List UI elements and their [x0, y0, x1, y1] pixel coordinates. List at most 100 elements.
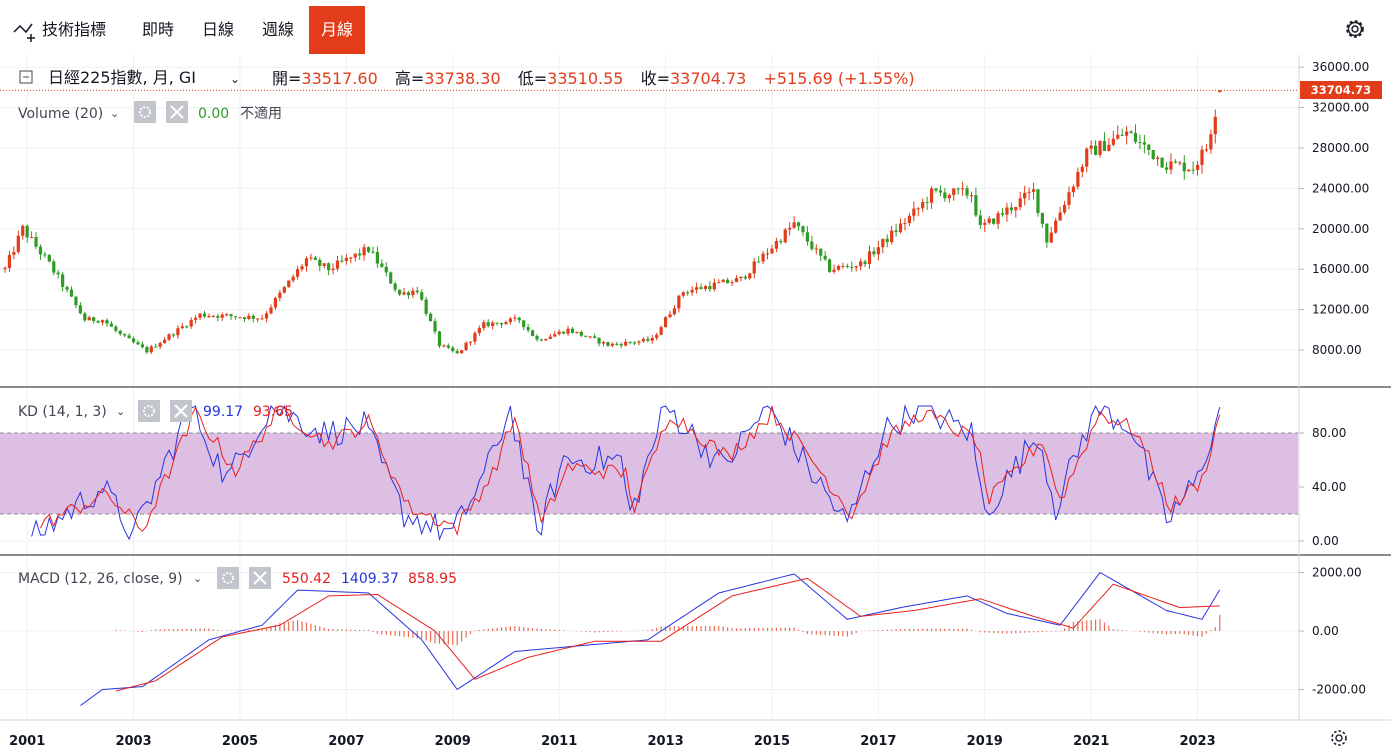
- kd-line-k: [31, 404, 1221, 541]
- volume-chevron-icon[interactable]: ⌄: [110, 107, 119, 120]
- candle-body: [850, 266, 854, 268]
- interval-weekly-button[interactable]: 週線: [262, 20, 295, 39]
- candle-body: [296, 269, 300, 277]
- macd-label[interactable]: MACD (12, 26, close, 9): [18, 571, 183, 587]
- candle-body: [16, 235, 20, 252]
- settings-gear-icon[interactable]: [1342, 16, 1368, 42]
- candle-body: [167, 334, 171, 340]
- candle-body: [761, 253, 765, 262]
- candle-body: [1027, 191, 1031, 193]
- candle-body: [7, 254, 12, 268]
- candle-body: [1023, 192, 1027, 199]
- candle-body: [34, 237, 38, 247]
- macd-line-macd: [80, 571, 1221, 707]
- interval-monthly-button[interactable]: 月線: [309, 6, 366, 54]
- candle-body: [841, 265, 845, 267]
- symbol-label[interactable]: 日經225指數, 月, GI: [48, 68, 196, 87]
- interval-daily-button[interactable]: 日線: [202, 20, 235, 39]
- candle-body: [424, 299, 428, 314]
- time-tick-label: 2001: [9, 734, 45, 749]
- price-tick-label: 28000.00: [1312, 141, 1369, 155]
- candle-body: [1191, 169, 1195, 171]
- candle-body: [269, 307, 273, 314]
- candle-body: [1209, 134, 1213, 150]
- candle-body: [876, 247, 880, 255]
- candle-body: [194, 317, 198, 320]
- candle-body: [943, 192, 947, 199]
- candle-body: [114, 326, 118, 331]
- candle-body: [628, 341, 632, 343]
- candle-body: [956, 188, 960, 190]
- candle-body: [486, 322, 490, 327]
- kd-chevron-icon[interactable]: ⌄: [116, 405, 125, 418]
- chart-area[interactable]: 36000.00 32000.00 28000.00 24000.00 20000.00…: [0, 55, 1391, 756]
- candle-body: [1014, 207, 1018, 211]
- time-axis[interactable]: 2001 2003 2005 2007 2009 2011 2013 2015 2017 2019…: [9, 734, 1216, 749]
- candle-body: [695, 287, 699, 290]
- candle-body: [300, 266, 304, 270]
- indicators-button[interactable]: 技術指標: [12, 6, 106, 54]
- candle-body: [216, 316, 220, 318]
- axis-settings-gear-icon[interactable]: [1331, 730, 1347, 746]
- candle-body: [845, 265, 849, 267]
- candle-body: [805, 232, 810, 242]
- price-tick-label: 12000.00: [1312, 303, 1369, 317]
- candle-body: [615, 343, 619, 345]
- candle-body: [353, 253, 357, 258]
- candle-body: [366, 247, 371, 252]
- macd-chevron-icon[interactable]: ⌄: [193, 572, 202, 585]
- time-tick-label: 2013: [647, 734, 683, 749]
- time-tick-label: 2009: [435, 734, 471, 749]
- candle-body: [983, 222, 987, 225]
- candle-body: [176, 328, 180, 336]
- candle-body: [974, 195, 978, 216]
- candle-body: [734, 278, 739, 283]
- candle-body: [836, 266, 841, 270]
- candle-body: [74, 296, 78, 306]
- candle-body: [362, 247, 366, 256]
- candle-body: [606, 342, 610, 346]
- volume-label[interactable]: Volume (20): [18, 106, 103, 122]
- candle-body: [468, 341, 473, 343]
- candle-body: [898, 223, 903, 233]
- candle-body: [1098, 141, 1102, 155]
- candle-body: [907, 215, 911, 224]
- time-tick-label: 2015: [754, 734, 790, 749]
- candle-body: [903, 223, 907, 225]
- candle-body: [131, 338, 136, 343]
- macd-lines: [80, 571, 1221, 707]
- price-tick-label: 36000.00: [1312, 60, 1369, 74]
- interval-realtime-button[interactable]: 即時: [142, 20, 175, 39]
- candle-body: [304, 258, 309, 267]
- symbol-chevron-icon[interactable]: ⌄: [230, 72, 240, 86]
- candle-body: [996, 213, 1000, 224]
- kd-settings-icon[interactable]: [138, 400, 160, 422]
- candle-body: [566, 328, 570, 334]
- candle-body: [530, 330, 535, 336]
- candle-body: [127, 335, 131, 339]
- candle-body: [384, 266, 388, 273]
- price-axis[interactable]: 36000.00 32000.00 28000.00 24000.00 20000.00…: [1299, 60, 1369, 697]
- kd-label[interactable]: KD (14, 1, 3): [18, 404, 107, 420]
- candle-body: [1076, 171, 1080, 187]
- candle-body: [38, 246, 43, 255]
- candle-body: [699, 287, 703, 289]
- time-tick-label: 2017: [860, 734, 896, 749]
- macd-settings-icon[interactable]: [217, 567, 239, 589]
- candle-body: [570, 328, 575, 333]
- candle-body: [1045, 223, 1049, 243]
- candle-body: [437, 331, 442, 347]
- candle-body: [544, 338, 548, 341]
- candle-body: [43, 254, 47, 256]
- collapse-legend-icon[interactable]: [19, 70, 33, 84]
- candle-body: [1089, 145, 1093, 149]
- candle-body: [477, 328, 481, 334]
- kd-line-d: [40, 405, 1221, 537]
- macd-histogram: [115, 614, 1221, 646]
- candle-body: [30, 237, 34, 239]
- candle-body: [668, 314, 672, 318]
- volume-settings-icon[interactable]: [134, 101, 156, 123]
- candle-body: [726, 279, 730, 284]
- candle-body: [1138, 142, 1142, 144]
- volume-legend: Volume (20) ⌄ 0.00 不適用: [18, 101, 282, 123]
